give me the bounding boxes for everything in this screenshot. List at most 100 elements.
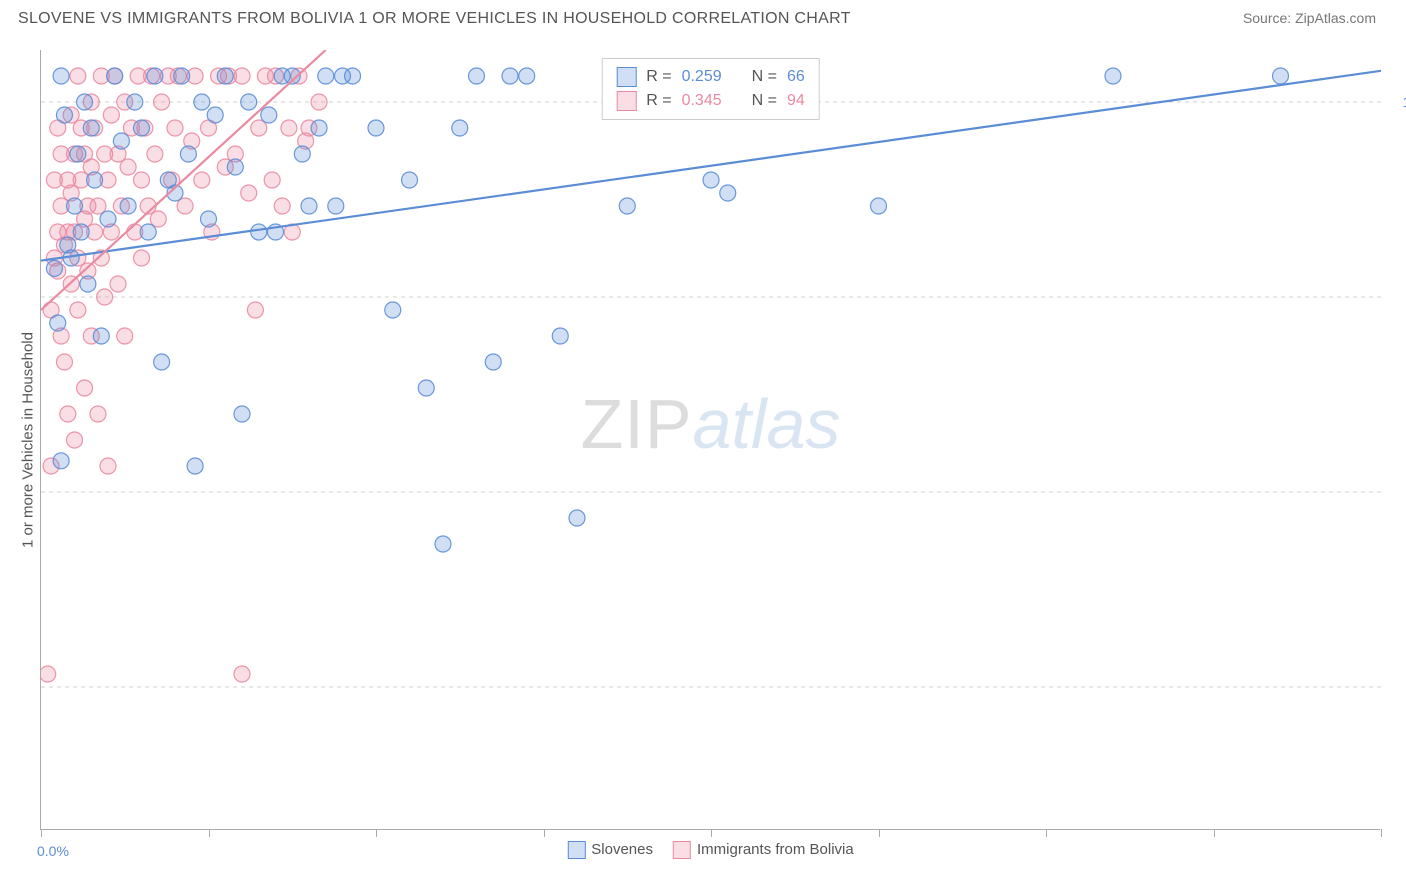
scatter-point-slovenes [73,224,89,240]
scatter-point-slovenes [50,315,66,331]
scatter-point-bolivia [63,107,79,123]
scatter-svg [41,50,1381,830]
scatter-point-bolivia [120,159,136,175]
scatter-point-slovenes [720,185,736,201]
corr-swatch-blue [616,67,636,87]
scatter-point-bolivia [70,302,86,318]
scatter-point-bolivia [291,68,307,84]
scatter-point-slovenes [703,172,719,188]
scatter-point-slovenes [1273,68,1289,84]
x-tick [879,829,880,837]
scatter-point-slovenes [345,68,361,84]
scatter-point-bolivia [241,185,257,201]
scatter-point-bolivia [93,68,109,84]
scatter-point-slovenes [63,250,79,266]
plot-area: ZIPatlas 77.5%85.0%92.5%100.0% 0.0% 40.0… [40,50,1380,830]
corr-n-blue: 66 [787,68,805,86]
scatter-point-bolivia [53,328,69,344]
scatter-point-bolivia [187,68,203,84]
scatter-point-slovenes [619,198,635,214]
scatter-point-bolivia [281,120,297,136]
x-tick [1046,829,1047,837]
scatter-point-slovenes [552,328,568,344]
scatter-point-bolivia [194,172,210,188]
scatter-point-bolivia [140,198,156,214]
scatter-point-bolivia [264,172,280,188]
scatter-point-slovenes [83,120,99,136]
scatter-point-slovenes [418,380,434,396]
scatter-point-bolivia [100,458,116,474]
y-tick-label: 100.0% [1390,94,1406,110]
chart-source: Source: ZipAtlas.com [1243,10,1376,26]
scatter-point-bolivia [123,120,139,136]
scatter-point-bolivia [43,302,59,318]
source-name: ZipAtlas.com [1295,10,1376,26]
scatter-point-slovenes [1105,68,1121,84]
scatter-point-slovenes [201,211,217,227]
corr-r-blue: 0.259 [682,68,722,86]
scatter-point-bolivia [77,146,93,162]
scatter-point-slovenes [318,68,334,84]
scatter-point-slovenes [311,120,327,136]
scatter-point-bolivia [46,172,62,188]
scatter-point-bolivia [73,120,89,136]
plot-container: 1 or more Vehicles in Household ZIPatlas… [40,50,1380,830]
scatter-point-slovenes [77,94,93,110]
scatter-point-bolivia [43,458,59,474]
watermark-zip: ZIP [581,385,693,463]
corr-n-label: N = [752,92,777,110]
scatter-point-bolivia [60,406,76,422]
scatter-point-bolivia [257,68,273,84]
scatter-point-bolivia [107,68,123,84]
scatter-point-bolivia [201,120,217,136]
scatter-point-bolivia [41,666,56,682]
scatter-point-slovenes [140,224,156,240]
scatter-point-bolivia [251,120,267,136]
scatter-point-slovenes [234,406,250,422]
scatter-point-slovenes [127,94,143,110]
scatter-point-bolivia [113,198,129,214]
scatter-point-bolivia [63,276,79,292]
x-tick [711,829,712,837]
scatter-point-slovenes [160,172,176,188]
scatter-point-slovenes [268,224,284,240]
scatter-point-bolivia [170,68,186,84]
scatter-point-bolivia [134,250,150,266]
y-tick-label: 77.5% [1390,679,1406,695]
scatter-point-slovenes [569,510,585,526]
scatter-point-bolivia [110,146,126,162]
corr-row-pink: R = 0.345 N = 94 [616,89,805,113]
scatter-point-slovenes [294,146,310,162]
scatter-point-slovenes [134,120,150,136]
scatter-point-slovenes [227,159,243,175]
scatter-point-bolivia [127,224,143,240]
scatter-point-bolivia [117,94,133,110]
scatter-point-slovenes [368,120,384,136]
scatter-point-bolivia [87,224,103,240]
x-max-label: 40.0% [1390,843,1406,859]
x-tick [41,829,42,837]
scatter-point-slovenes [328,198,344,214]
scatter-point-bolivia [298,133,314,149]
scatter-point-slovenes [80,276,96,292]
scatter-point-slovenes [53,453,69,469]
scatter-point-bolivia [227,146,243,162]
scatter-point-bolivia [130,68,146,84]
legend-item-slovenes: Slovenes [567,841,653,859]
scatter-point-slovenes [194,94,210,110]
scatter-point-slovenes [452,120,468,136]
legend-swatch-blue [567,841,585,859]
scatter-point-bolivia [103,107,119,123]
scatter-point-bolivia [53,146,69,162]
correlation-legend: R = 0.259 N = 66 R = 0.345 N = 94 [601,58,820,120]
scatter-point-bolivia [177,198,193,214]
scatter-point-bolivia [87,120,103,136]
scatter-point-bolivia [80,263,96,279]
scatter-point-bolivia [164,172,180,188]
scatter-point-bolivia [311,94,327,110]
scatter-point-bolivia [234,666,250,682]
scatter-point-bolivia [56,354,72,370]
corr-n-pink: 94 [787,92,805,110]
scatter-point-slovenes [251,224,267,240]
scatter-point-slovenes [147,68,163,84]
